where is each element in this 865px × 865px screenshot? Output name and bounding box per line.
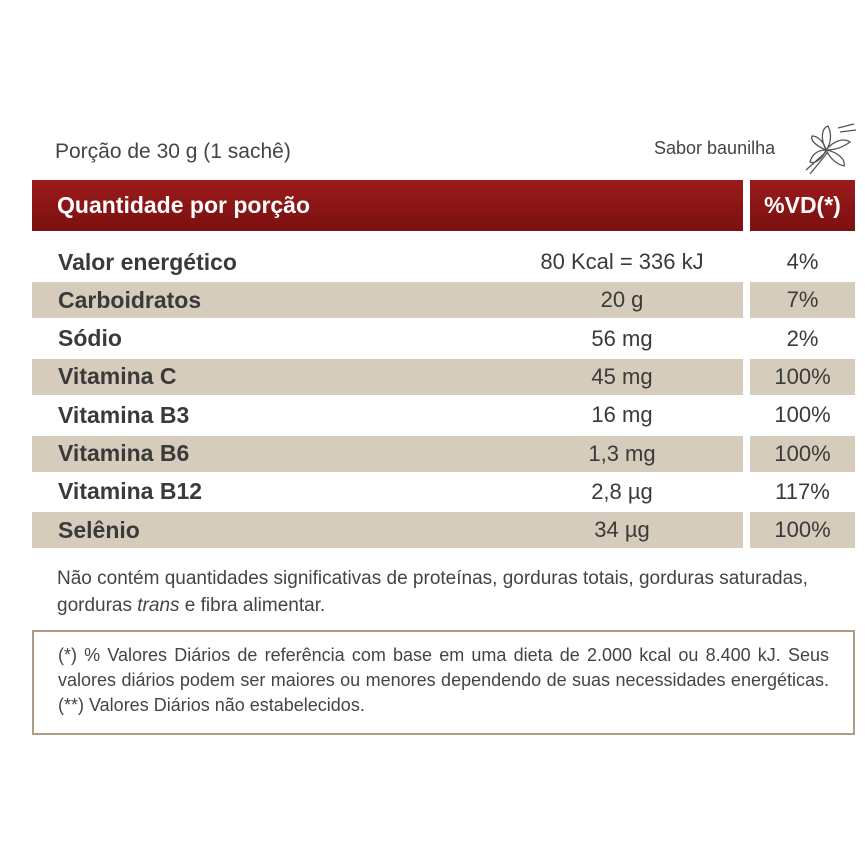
row-name-cell: Vitamina C 45 mg — [32, 358, 743, 395]
vanilla-icon — [805, 123, 857, 175]
portion: Porção de 30 g (1 sachê) — [55, 140, 291, 163]
note-italic: trans — [137, 595, 180, 616]
nutrient: Vitamina B12 — [58, 478, 203, 505]
daily-value: 100% — [774, 402, 831, 428]
nutrient: Selênio — [58, 516, 140, 543]
daily-value: 100% — [750, 358, 855, 395]
note: Não contém quantidades significativas de… — [57, 565, 827, 619]
nutrient: Vitamina C — [58, 363, 177, 390]
daily-value: 2% — [786, 325, 819, 351]
row-name-cell: Selênio 34 µg — [32, 512, 743, 549]
row-name-cell: Vitamina B12 2,8 µg — [32, 474, 743, 510]
amount: 1,3 mg — [588, 440, 656, 466]
row-name-cell: Vitamina B6 1,3 mg — [32, 435, 743, 472]
daily-value: 117% — [775, 478, 830, 504]
amount: 45 mg — [591, 363, 653, 389]
daily-value: 4% — [786, 249, 819, 274]
amount: 34 µg — [594, 517, 650, 543]
note-text: Não contém quantidades significativas de… — [57, 568, 808, 616]
amount: 80 Kcal = 336 kJ — [540, 249, 704, 274]
row-name-cell: Carboidratos 20 g — [32, 282, 743, 319]
amount: 2,8 µg — [591, 478, 653, 504]
nutrient: Vitamina B6 — [58, 440, 190, 466]
amount: 16 mg — [591, 402, 653, 428]
nutrient: Vitamina B3 — [58, 401, 190, 428]
amount: 56 mg — [591, 325, 653, 351]
header-cell: Quantidade por porção — [32, 180, 743, 231]
row-name-cell: Valor energético 80 Kcal = 336 kJ — [32, 244, 743, 280]
daily-value: 7% — [750, 282, 855, 319]
nutrient: Sódio — [58, 325, 122, 352]
header-cell: %VD(*) — [750, 180, 855, 231]
nutrient: Valor energético — [58, 248, 237, 275]
flavor: Sabor baunilha — [654, 138, 776, 158]
note-text: e fibra alimentar. — [179, 595, 326, 616]
footnote-box: (*) % Valores Diários de referência com … — [32, 630, 855, 735]
row-name-cell: Sódio 56 mg — [32, 321, 743, 357]
row-name-cell: Vitamina B3 16 mg — [32, 397, 743, 433]
amount: 20 g — [600, 287, 644, 313]
daily-value: 100% — [750, 435, 855, 472]
daily-value: 100% — [750, 512, 855, 549]
nutrient: Carboidratos — [58, 286, 202, 313]
